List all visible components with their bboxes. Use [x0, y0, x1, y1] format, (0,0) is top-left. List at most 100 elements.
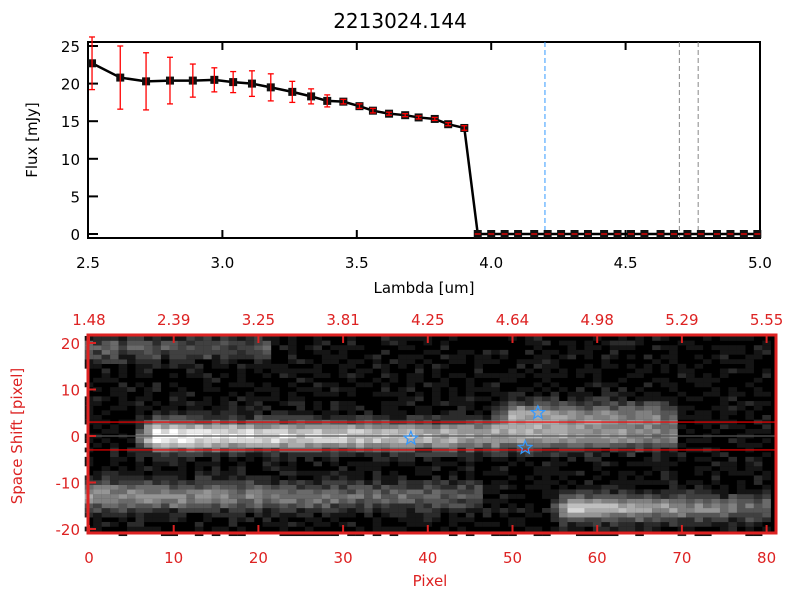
image-pixel: [542, 428, 551, 434]
image-pixel: [601, 354, 610, 360]
image-pixel: [550, 480, 560, 485]
image-pixel: [194, 405, 204, 411]
image-pixel: [592, 456, 602, 462]
image-pixel: [635, 396, 644, 402]
image-pixel: [719, 512, 729, 518]
image-pixel: [406, 494, 416, 499]
image-pixel: [660, 517, 670, 523]
image-pixel: [279, 517, 289, 523]
image-pixel: [474, 424, 483, 430]
image-pixel: [364, 424, 373, 430]
image-pixel: [575, 396, 585, 402]
image-pixel: [177, 470, 187, 476]
image-pixel: [287, 452, 297, 457]
image-pixel: [330, 475, 339, 481]
image-pixel: [669, 489, 678, 495]
image-pixel: [753, 349, 763, 355]
image-pixel: [440, 410, 450, 416]
image-pixel: [143, 424, 153, 430]
image-pixel: [533, 335, 543, 341]
image-pixel: [762, 452, 771, 457]
image-pixel: [550, 517, 560, 523]
image-pixel: [287, 461, 297, 467]
image-pixel: [669, 498, 678, 504]
image-pixel: [237, 428, 246, 434]
image-pixel: [448, 438, 458, 444]
image-pixel: [245, 415, 255, 420]
image-pixel: [338, 494, 348, 499]
image-pixel: [228, 512, 238, 518]
image-pixel: [499, 428, 509, 434]
image-pixel: [118, 349, 128, 355]
image-pixel: [186, 410, 195, 416]
image-pixel: [635, 335, 644, 341]
image-pixel: [635, 489, 644, 495]
image-pixel: [110, 349, 119, 355]
image-pixel: [389, 410, 399, 416]
image-pixel: [406, 373, 416, 378]
image-pixel: [279, 428, 289, 434]
image-pixel: [508, 461, 517, 467]
image-pixel: [330, 489, 339, 495]
image-pixel: [135, 410, 145, 416]
image-pixel: [601, 438, 610, 444]
image-pixel: [203, 377, 212, 383]
image-pixel: [719, 349, 729, 355]
image-pixel: [321, 480, 331, 485]
image-pixel: [542, 475, 551, 481]
image-pixel: [660, 503, 670, 509]
image-pixel: [457, 503, 466, 509]
image-pixel: [143, 438, 153, 444]
image-pixel: [626, 498, 636, 504]
image-pixel: [381, 438, 390, 444]
image-pixel: [465, 494, 475, 499]
image-pixel: [753, 428, 763, 434]
image-pixel: [160, 415, 170, 420]
image-pixel: [177, 489, 187, 495]
image-pixel: [211, 335, 221, 341]
image-pixel: [728, 349, 738, 355]
image-pixel: [762, 438, 771, 444]
image-pixel: [423, 503, 433, 509]
image-pixel: [228, 401, 238, 406]
image-pixel: [398, 517, 407, 523]
image-pixel: [482, 438, 492, 444]
image-pixel: [169, 382, 178, 388]
image-pixel: [745, 461, 754, 467]
image-pixel: [711, 377, 721, 383]
image-pixel: [355, 508, 365, 513]
image-pixel: [440, 428, 450, 434]
image-pixel: [262, 456, 272, 462]
image-pixel: [381, 475, 390, 481]
image-pixel: [152, 335, 162, 341]
image-pixel: [287, 396, 297, 402]
image-pixel: [372, 359, 382, 364]
image-pixel: [101, 489, 111, 495]
image-pixel: [313, 480, 322, 485]
image-pixel: [110, 452, 119, 457]
image-pixel: [482, 428, 492, 434]
image-pixel: [177, 401, 187, 406]
image-pixel: [152, 517, 162, 523]
image-pixel: [245, 498, 255, 504]
image-pixel: [364, 512, 373, 518]
image-pixel: [211, 442, 221, 448]
image-pixel: [753, 377, 763, 383]
image-pixel: [355, 466, 365, 471]
image-pixel: [626, 428, 636, 434]
image-pixel: [635, 410, 644, 416]
image-pixel: [440, 526, 450, 532]
image-pixel: [491, 508, 500, 513]
image-pixel: [618, 428, 627, 434]
image-pixel: [279, 480, 289, 485]
image-pixel: [575, 415, 585, 420]
image-pixel: [448, 517, 458, 523]
image-pixel: [313, 345, 322, 351]
image-pixel: [143, 354, 153, 360]
image-pixel: [296, 424, 306, 430]
image-pixel: [347, 391, 356, 397]
image-pixel: [415, 503, 424, 509]
image-pixel: [533, 359, 543, 364]
image-pixel: [160, 428, 170, 434]
